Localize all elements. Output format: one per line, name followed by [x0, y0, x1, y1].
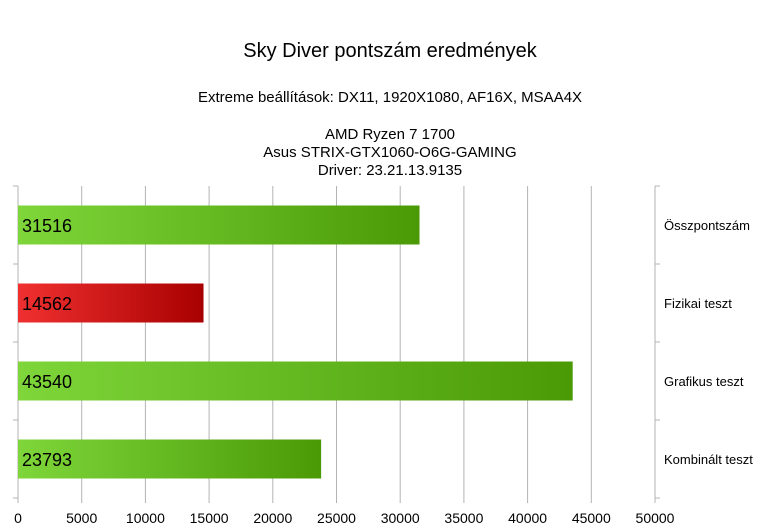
category-label: Grafikus teszt: [664, 374, 744, 389]
bar: [18, 205, 420, 245]
chart-subtitle: Extreme beállítások: DX11, 1920X1080, AF…: [197, 89, 583, 106]
bar-value-label: 31516: [22, 216, 72, 236]
system-gpu: Asus STRIX-GTX1060-O6G-GAMING: [263, 144, 517, 161]
category-label: Fizikai teszt: [664, 296, 732, 311]
x-tick-label: 10000: [126, 510, 165, 526]
bar: [18, 361, 573, 401]
system-driver: Driver: 23.21.13.9135: [317, 162, 463, 179]
bar: [18, 283, 204, 323]
x-tick-label: 30000: [381, 510, 420, 526]
category-label: Kombinált teszt: [664, 452, 753, 467]
x-tick-label: 40000: [508, 510, 547, 526]
category-label: Összpontszám: [664, 218, 750, 233]
x-tick-label: 25000: [317, 510, 356, 526]
labels: 0 5000 10000 15000 20000 25000 30000 35000 40000…: [14, 216, 753, 526]
chart-title: Sky Diver pontszám eredmények: [243, 40, 537, 62]
x-tick-label: 15000: [190, 510, 229, 526]
bar-value-label: 43540: [22, 372, 72, 392]
bar: [18, 439, 322, 479]
x-tick-label: 20000: [253, 510, 292, 526]
bar-value-label: 14562: [22, 294, 72, 314]
system-cpu: AMD Ryzen 7 1700: [324, 126, 456, 143]
bar-value-label: 23793: [22, 450, 72, 470]
x-tick-label: 0: [14, 510, 22, 526]
x-tick-label: 35000: [444, 510, 483, 526]
x-tick-label: 50000: [636, 510, 675, 526]
x-tick-label: 5000: [66, 510, 97, 526]
bars: [18, 205, 573, 479]
x-tick-label: 45000: [572, 510, 611, 526]
system-info: AMD Ryzen 7 1700 Asus STRIX-GTX1060-O6G-…: [0, 126, 780, 180]
